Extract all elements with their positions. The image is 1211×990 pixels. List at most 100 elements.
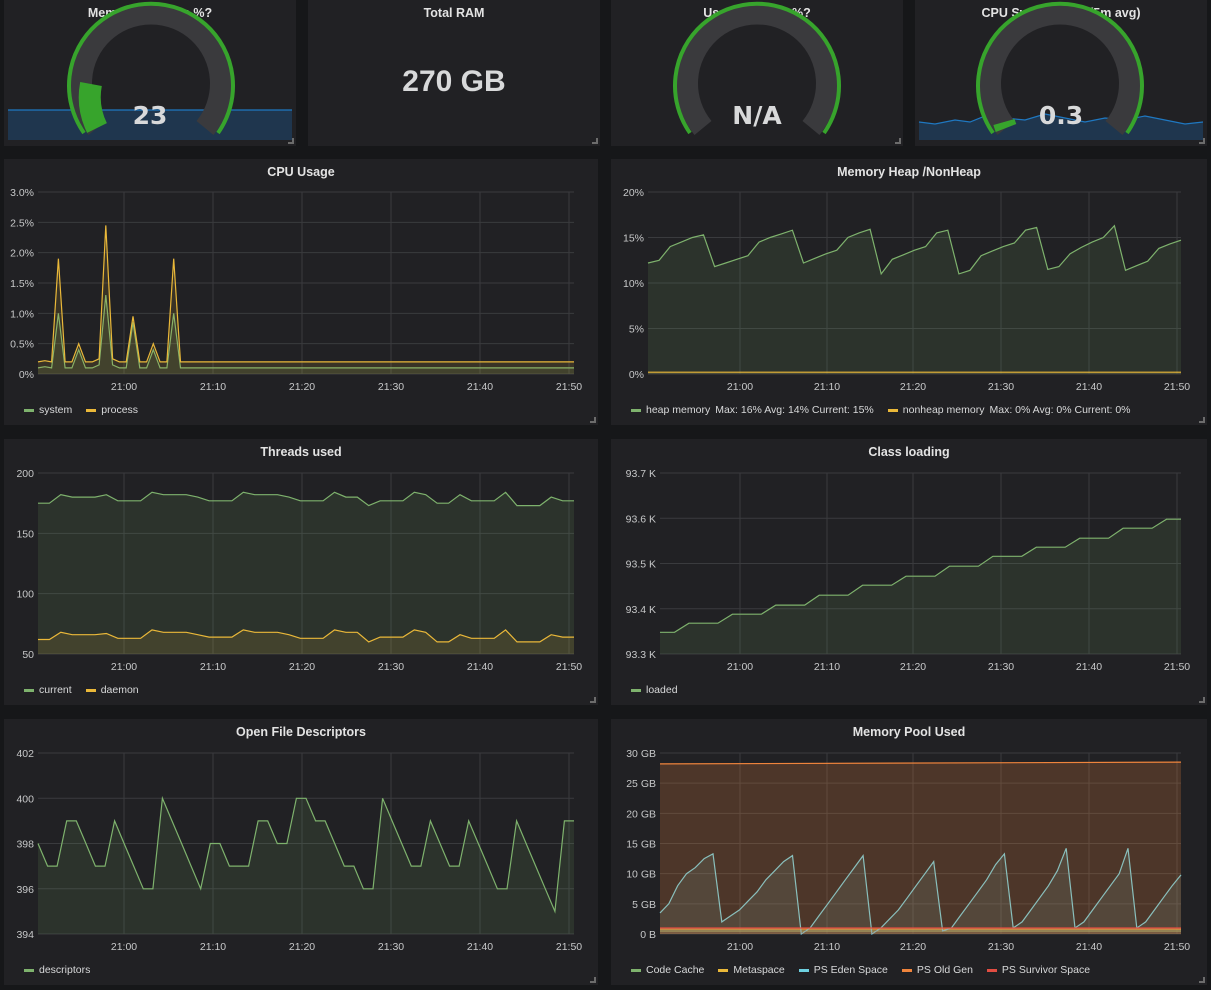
y-tick-label: 25 GB: [626, 778, 656, 790]
x-tick-label: 21:00: [727, 661, 753, 673]
cpu-load-panel[interactable]: CPU System Load(5m avg) 0.3: [915, 0, 1207, 146]
y-tick-label: 0%: [19, 369, 34, 381]
legend-swatch: [798, 968, 809, 972]
series-area-code-cache: [660, 931, 1181, 934]
x-tick-label: 21:50: [556, 661, 582, 673]
legend-stats: Max: 0% Avg: 0% Current: 0%: [989, 404, 1131, 416]
x-tick-label: 21:40: [467, 941, 493, 953]
legend-swatch: [24, 688, 34, 692]
legend-label: Code Cache: [646, 964, 705, 976]
y-tick-label: 20 GB: [626, 808, 656, 820]
x-tick-label: 21:40: [1076, 661, 1102, 673]
x-tick-label: 21:10: [200, 661, 226, 673]
resize-handle[interactable]: [1199, 697, 1205, 703]
series-line-system: [37, 295, 574, 369]
y-tick-label: 93.3 K: [626, 649, 656, 661]
class-loading-panel[interactable]: Class loading 93.3 K 93.4 K 93.5 K 93.6 K 93…: [611, 439, 1207, 705]
legend-item-loaded[interactable]: loaded: [631, 684, 678, 696]
series-area-ps-eden-space: [660, 848, 1181, 934]
series-line-process: [37, 225, 574, 363]
total-ram-panel[interactable]: Total RAM 270 GB: [308, 0, 600, 146]
y-tick-label: 10 GB: [626, 869, 656, 881]
legend-item-daemon[interactable]: daemon: [85, 684, 139, 696]
panel-title: Total RAM: [423, 6, 485, 20]
panel-title: Class loading: [868, 445, 950, 459]
gauge-value: N/A: [732, 101, 782, 130]
open-file-descriptors-panel[interactable]: Open File Descriptors 394 396 398 400 402 21:…: [4, 719, 598, 985]
resize-handle[interactable]: [895, 138, 901, 144]
cpu-usage-panel[interactable]: CPU Usage 0% 0.5% 1.0% 1.5% 2.0% 2.5% 3.0% 21:0…: [4, 159, 598, 425]
y-tick-label: 5 GB: [632, 899, 656, 911]
chart-svg: 0% 5% 10% 15% 20% 21:00 21:10 21:20 21:30 21:40 21…: [623, 187, 1190, 393]
series-area-ps-old-gen: [660, 762, 1181, 934]
x-tick-label: 21:50: [556, 941, 582, 953]
legend-swatch: [631, 688, 641, 692]
cpu-load-gauge: [918, 1, 1204, 140]
legend-swatch: [887, 408, 898, 412]
x-tick-label: 21:10: [814, 381, 840, 393]
swap-gauge: [673, 1, 841, 135]
y-tick-label: 2.5%: [10, 217, 34, 229]
legend-item-nonheap-memory[interactable]: nonheap memory Max: 0% Avg: 0% Current: 0…: [887, 404, 1131, 416]
memory-usage-panel[interactable]: Memory usage in %? 23: [4, 0, 296, 146]
legend-swatch: [718, 968, 729, 972]
x-tick-label: 21:00: [111, 661, 137, 673]
panel-title: Memory Pool Used: [852, 725, 966, 739]
x-tick-label: 21:10: [814, 661, 840, 673]
legend-label: PS Survivor Space: [1001, 964, 1091, 976]
sparkline-line: [918, 113, 1204, 125]
y-tick-label: 396: [16, 884, 34, 896]
legend-item-process[interactable]: process: [86, 404, 138, 416]
legend-item-system[interactable]: system: [24, 404, 72, 416]
threads-used-panel[interactable]: Threads used 50 100 150 200 21:00 21:10 21:20 2…: [4, 439, 598, 705]
y-tick-label: 398: [16, 839, 34, 851]
gauge-threshold-ring: [976, 1, 1144, 135]
legend-item-code-cache[interactable]: Code Cache: [631, 964, 704, 976]
legend-item-ps-eden-space[interactable]: PS Eden Space: [798, 964, 888, 976]
gauge-threshold-ring: [673, 1, 841, 135]
legend: heap memory Max: 16% Avg: 14% Current: 15…: [631, 404, 1131, 416]
resize-handle[interactable]: [590, 977, 596, 983]
x-tick-label: 21:30: [988, 661, 1014, 673]
used-swap-panel[interactable]: Used SWAP in %? N/A: [611, 0, 903, 146]
resize-handle[interactable]: [592, 138, 598, 144]
gauge-background: [979, 2, 1141, 135]
y-tick-label: 402: [16, 748, 34, 760]
resize-handle[interactable]: [288, 138, 294, 144]
series-area-system: [38, 295, 574, 374]
x-tick-label: 21:40: [467, 661, 493, 673]
resize-handle[interactable]: [1199, 417, 1205, 423]
legend-item-metaspace[interactable]: Metaspace: [718, 964, 785, 976]
gauge-value: 0.3: [1038, 101, 1084, 130]
legend: current daemon: [24, 684, 139, 696]
y-tick-label: 15%: [623, 233, 644, 245]
resize-handle[interactable]: [1199, 977, 1205, 983]
y-tick-label: 20%: [623, 187, 644, 199]
legend-swatch: [986, 968, 997, 972]
legend-item-current[interactable]: current: [24, 684, 72, 696]
series-area-ps-survivor-space: [660, 928, 1181, 934]
panel-title: CPU Usage: [267, 165, 335, 179]
legend: system process: [24, 404, 138, 416]
legend-item-descriptors[interactable]: descriptors: [24, 964, 90, 976]
legend-swatch: [24, 968, 34, 972]
series-line-ps-eden-space: [659, 848, 1182, 936]
legend-item-ps-survivor-space[interactable]: PS Survivor Space: [986, 964, 1091, 976]
resize-handle[interactable]: [1199, 138, 1205, 144]
legend-item-ps-old-gen[interactable]: PS Old Gen: [901, 964, 973, 976]
legend-item-heap-memory[interactable]: heap memory Max: 16% Avg: 14% Current: 15…: [631, 404, 874, 416]
y-tick-label: 1.0%: [10, 308, 34, 320]
y-tick-label: 100: [16, 589, 34, 601]
resize-handle[interactable]: [590, 697, 596, 703]
y-tick-label: 93.7 K: [626, 468, 656, 480]
gauge-threshold-ring: [67, 1, 235, 135]
series-line-loaded: [660, 518, 1181, 633]
resize-handle[interactable]: [590, 417, 596, 423]
y-tick-label: 10%: [623, 278, 644, 290]
chart-svg: 394 396 398 400 402 21:00 21:10 21:20 21:30 21:40…: [16, 748, 582, 953]
x-tick-label: 21:20: [289, 381, 315, 393]
memory-heap-panel[interactable]: Memory Heap /NonHeap 0% 5% 10% 15% 20% 21:00 2…: [611, 159, 1207, 425]
sparkline-area: [8, 110, 292, 140]
memory-pool-used-panel[interactable]: Memory Pool Used 0 B 5 GB 10 GB 15 GB 20 GB 2…: [611, 719, 1207, 985]
x-tick-label: 21:20: [900, 381, 926, 393]
